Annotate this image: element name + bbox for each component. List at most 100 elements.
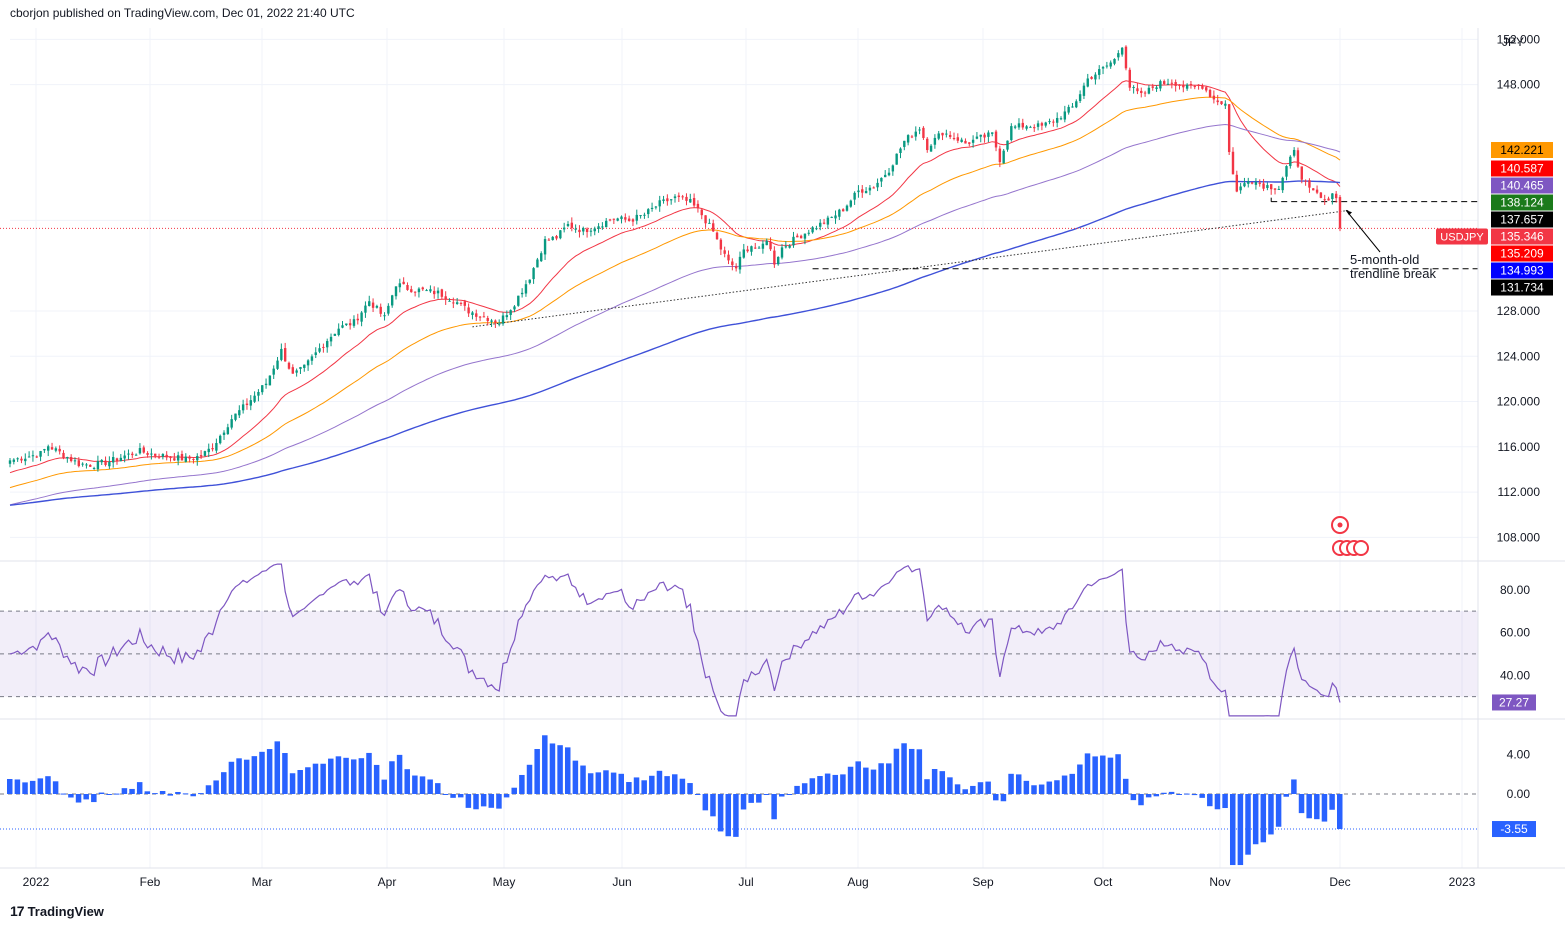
osc-bar (962, 789, 968, 794)
rsi-line (9, 563, 1341, 717)
candle-body (280, 348, 283, 360)
price-tick-label: 128.000 (1497, 304, 1541, 318)
osc-bar (228, 761, 235, 794)
x-tick-label: Nov (1209, 875, 1230, 889)
candle-body (146, 453, 149, 455)
candle-body (1292, 149, 1296, 156)
candle-body (348, 323, 352, 326)
rsi-last-value: 27.27 (1499, 695, 1529, 709)
osc-bar (1015, 774, 1022, 794)
candle-body (413, 291, 417, 293)
candle-body (295, 370, 298, 373)
candle-body (914, 131, 917, 137)
candle-body (440, 289, 444, 297)
candle-body (929, 145, 933, 152)
price-tick-label: 120.000 (1497, 395, 1541, 409)
candle-body (490, 320, 493, 322)
osc-bar (1046, 781, 1053, 794)
candle-body (1143, 92, 1147, 94)
candle-body (1319, 192, 1323, 198)
candle-body (956, 137, 960, 141)
candle-body (1140, 90, 1143, 94)
osc-bar (1008, 773, 1014, 794)
osc-bar (358, 758, 365, 794)
candle-body (773, 250, 776, 265)
candle-body (1193, 86, 1196, 88)
osc-bar (343, 757, 349, 794)
candle-body (1239, 186, 1242, 191)
osc-bar (312, 763, 319, 794)
rsi-pane: 80.00 60.00 40.00 27.27 (0, 563, 1536, 717)
osc-bar (817, 776, 823, 794)
osc-bar (1275, 794, 1282, 827)
candle-body (326, 341, 329, 348)
candle-body (1120, 47, 1124, 55)
candle-body (532, 268, 535, 280)
candle-body (562, 227, 566, 230)
candle-body (283, 348, 287, 362)
candle-body (421, 287, 424, 290)
candle-body (81, 463, 84, 465)
candle-body (134, 454, 138, 456)
rsi-tick-label: 40.00 (1500, 668, 1530, 682)
candle-body (926, 138, 929, 151)
candle-body (1178, 84, 1181, 86)
candle-body (1315, 189, 1319, 193)
osc-bar (557, 745, 563, 794)
candle-body (77, 460, 80, 467)
candle-body (478, 316, 482, 318)
osc-bar (1130, 794, 1137, 801)
osc-bar (947, 777, 953, 794)
annotation-line2: trendline break (1350, 266, 1436, 281)
candle-body (631, 219, 635, 222)
candle-body (375, 305, 379, 308)
candle-body (712, 223, 715, 232)
candle-body (161, 454, 165, 457)
rsi-last-badge (1492, 694, 1536, 711)
price-label-badge (1491, 177, 1553, 194)
annotation-line1: 5-month-old (1350, 252, 1419, 267)
candle-body (264, 383, 268, 386)
osc-bar (649, 775, 655, 794)
candle-body (138, 448, 142, 454)
osc-bar (878, 763, 884, 794)
osc-bar (83, 794, 89, 800)
ema-line (9, 123, 1341, 506)
osc-bar (1252, 794, 1259, 845)
candle-body (318, 348, 321, 352)
tradingview-footer[interactable]: 17 TradingView (10, 903, 104, 919)
candle-body (1055, 117, 1059, 123)
candle-body (861, 189, 864, 193)
price-label-badge (1491, 160, 1553, 177)
ema-line (9, 80, 1341, 474)
candle-body (306, 360, 310, 366)
candle-body (455, 302, 459, 304)
osc-bar (1237, 794, 1244, 866)
candle-body (952, 138, 956, 140)
candle-body (1098, 69, 1101, 75)
osc-bar (832, 774, 839, 794)
candle-body (20, 458, 23, 461)
osc-bar (786, 794, 793, 795)
price-tick-label: 148.000 (1497, 78, 1541, 92)
osc-bar (1153, 794, 1160, 797)
osc-bar (809, 778, 816, 794)
candle-body (69, 457, 73, 462)
osc-bar (236, 758, 242, 794)
candle-body (1040, 123, 1044, 126)
price-label-badge (1491, 279, 1553, 296)
candle-body (1266, 185, 1269, 188)
price-scale-labels: 142.221 140.587 140.465 138.124 137.657 135.3… (1436, 142, 1553, 296)
osc-bar (931, 768, 938, 794)
candle-body (601, 226, 604, 228)
osc-bar (259, 751, 265, 794)
candle-body (1338, 197, 1342, 229)
candle-body (826, 217, 830, 225)
osc-bar (221, 772, 227, 794)
osc-bar (710, 794, 716, 817)
candle-body (968, 142, 971, 144)
candle-body (417, 288, 421, 293)
candle-body (1300, 166, 1303, 180)
candle-body (669, 199, 673, 201)
